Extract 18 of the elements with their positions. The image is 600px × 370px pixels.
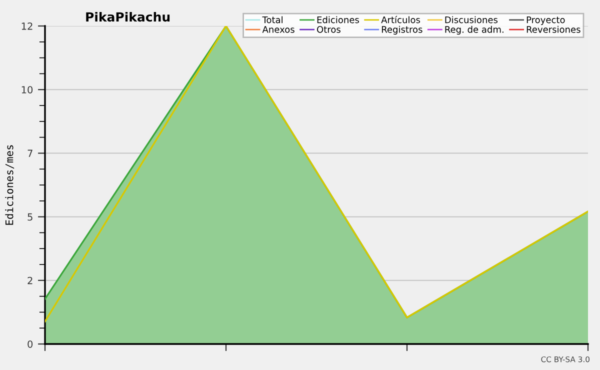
legend-label: Reg. de adm. — [445, 26, 504, 35]
legend-label: Reversiones — [526, 26, 580, 33]
y-tick-label: 12 — [22, 22, 32, 30]
y-tick-label: 7 — [28, 150, 32, 157]
legend-label: Ediciones — [317, 16, 359, 24]
y-tick-label: 0 — [28, 340, 33, 348]
legend-label: Anexos — [262, 26, 294, 33]
legend-label: Proyecto — [526, 16, 565, 25]
legend-label: Artículos — [381, 16, 420, 24]
y-tick-label: 5 — [28, 213, 32, 221]
legend-label: Registros — [382, 26, 422, 35]
y-tick-label: 2 — [28, 276, 32, 284]
legend-label: Total — [262, 16, 282, 24]
legend-label: Otros — [317, 26, 340, 33]
chart-title: PikaPikachu — [86, 12, 170, 22]
y-axis-title: Ediciones/mes — [5, 145, 14, 225]
legend-label: Discusiones — [445, 16, 498, 24]
y-tick-label: 10 — [22, 86, 33, 94]
